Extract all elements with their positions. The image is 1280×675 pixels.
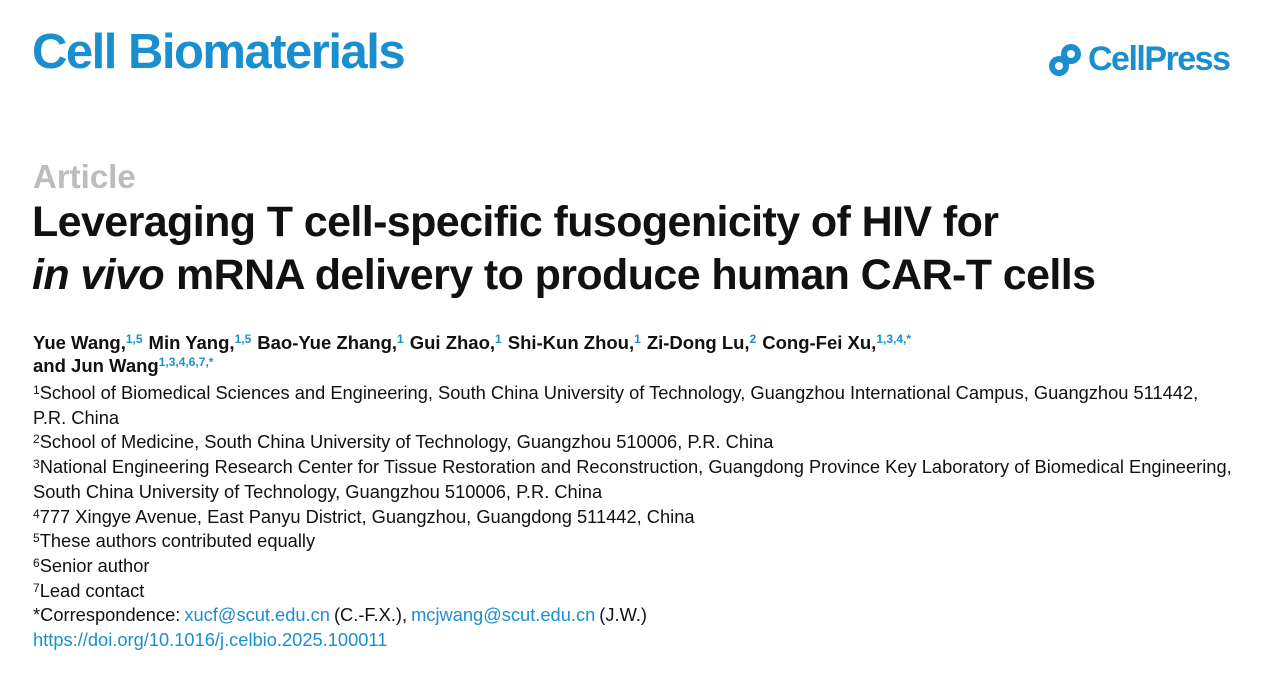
author-name: and Jun Wang xyxy=(33,355,159,376)
affiliation-list: 1School of Biomedical Sciences and Engin… xyxy=(33,381,1233,653)
author-affiliation: 1 xyxy=(634,332,641,346)
publisher-logo[interactable]: CellPress xyxy=(1046,40,1231,79)
author-affiliation: 1,3,4,* xyxy=(876,332,912,346)
correspondent: (J.W.) xyxy=(599,604,647,626)
doi: https://doi.org/10.1016/j.celbio.2025.10… xyxy=(33,628,1233,653)
author-affiliation: 1,3,4,6,7,* xyxy=(158,355,214,369)
journal-name: Cell Biomaterials xyxy=(32,25,406,79)
author: Bao-Yue Zhang,1 xyxy=(257,332,403,353)
author: and Jun Wang1,3,4,6,7,* xyxy=(33,355,213,376)
author-name: Zi-Dong Lu, xyxy=(646,332,750,353)
affiliation-text: These authors contributed equally xyxy=(39,530,316,552)
affiliation: 1School of Biomedical Sciences and Engin… xyxy=(33,381,1233,430)
affiliation-number: 4 xyxy=(33,506,40,521)
affiliation: 2School of Medicine, South China Univers… xyxy=(33,430,1233,455)
title-text: mRNA delivery to produce human CAR-T cel… xyxy=(176,251,1096,299)
affiliation-number: 6 xyxy=(33,555,40,570)
affiliation-text: School of Biomedical Sciences and Engine… xyxy=(33,382,1199,428)
author: Min Yang,1,5 xyxy=(149,332,252,353)
author-name: Cong-Fei Xu, xyxy=(762,332,877,353)
author: Yue Wang,1,5 xyxy=(33,332,143,353)
author-name: Bao-Yue Zhang, xyxy=(257,332,398,353)
author-affiliation: 1,5 xyxy=(234,332,252,346)
author-name: Gui Zhao, xyxy=(409,332,496,353)
affiliation: 6Senior author xyxy=(33,554,1233,579)
author-affiliation: 2 xyxy=(749,332,757,346)
affiliation: 3National Engineering Research Center fo… xyxy=(33,455,1233,504)
affiliation-text: 777 Xingye Avenue, East Panyu District, … xyxy=(39,505,695,527)
affiliation-number: 1 xyxy=(33,383,40,397)
affiliation-text: National Engineering Research Center for… xyxy=(33,456,1232,502)
affiliation-number: 2 xyxy=(33,432,40,447)
affiliation: 5These authors contributed equally xyxy=(33,529,1233,554)
affiliation-text: Lead contact xyxy=(39,579,145,601)
affiliation: 4777 Xingye Avenue, East Panyu District,… xyxy=(33,505,1233,530)
correspondence-label: *Correspondence: xyxy=(33,604,181,626)
logo-icon xyxy=(1049,43,1081,76)
title-line: in vivo mRNA delivery to produce human CA… xyxy=(32,249,1096,302)
author: Gui Zhao,1 xyxy=(410,332,502,353)
publisher-name: CellPress xyxy=(1088,40,1231,78)
correspondence: *Correspondence: xucf@scut.edu.cn (C.-F.X.… xyxy=(33,603,1233,628)
author-list: Yue Wang,1,5 Min Yang,1,5 Bao-Yue Zhang,1 G… xyxy=(33,331,1133,377)
affiliation-number: 7 xyxy=(33,580,40,595)
article-title: Leveraging T cell-specific fusogenicity … xyxy=(32,196,1096,302)
author-affiliation: 1 xyxy=(495,332,502,346)
email-link[interactable]: mcjwang@scut.edu.cn xyxy=(411,604,596,626)
affiliation-text: School of Medicine, South China Universi… xyxy=(39,431,774,453)
title-line: Leveraging T cell-specific fusogenicity … xyxy=(32,198,999,246)
doi-link[interactable]: https://doi.org/10.1016/j.celbio.2025.10… xyxy=(33,629,388,651)
title-italic: in vivo xyxy=(32,251,165,299)
affiliation-number: 3 xyxy=(33,457,40,472)
article-type: Article xyxy=(33,158,136,195)
author: Shi-Kun Zhou,1 xyxy=(508,332,641,353)
correspondent: (C.-F.X.), xyxy=(333,604,408,626)
affiliation-number: 5 xyxy=(33,531,40,546)
author-name: Yue Wang, xyxy=(33,332,126,353)
author: Zi-Dong Lu,2 xyxy=(647,332,756,353)
author: Cong-Fei Xu,1,3,4,* xyxy=(762,332,911,353)
author-name: Min Yang, xyxy=(148,332,235,353)
email-link[interactable]: xucf@scut.edu.cn xyxy=(184,604,330,626)
author-affiliation: 1 xyxy=(397,332,404,346)
author-affiliation: 1,5 xyxy=(125,332,143,346)
affiliation-text: Senior author xyxy=(39,554,150,576)
author-name: Shi-Kun Zhou, xyxy=(507,332,635,353)
affiliation: 7Lead contact xyxy=(33,579,1233,604)
